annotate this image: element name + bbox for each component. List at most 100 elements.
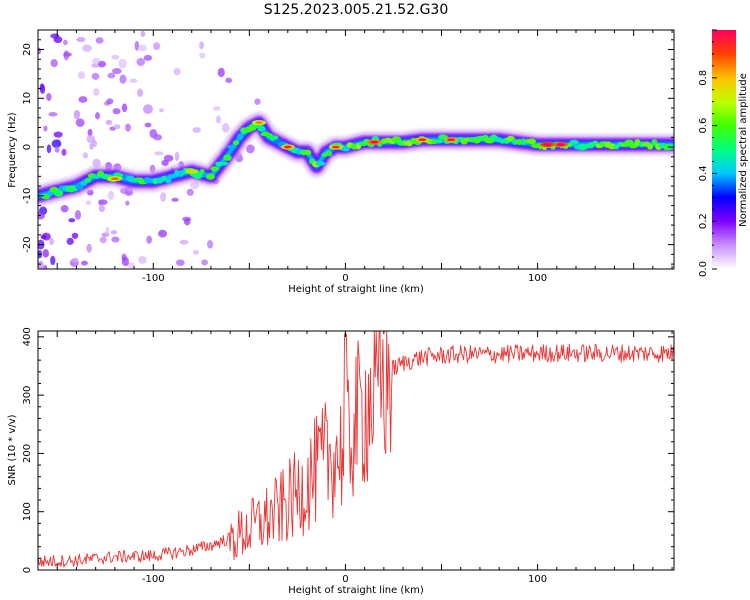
snr-y-tick-label: 0 <box>22 567 33 573</box>
spectrogram-ridge-blob <box>53 189 64 197</box>
spectrogram-noise-blob <box>107 72 116 79</box>
spectrogram-ridge-blob <box>651 139 658 146</box>
spectrogram-ridge-blob <box>520 138 526 146</box>
spectrogram-noise-blob <box>95 37 104 44</box>
spectrogram-noise-blob <box>179 239 189 245</box>
spectrogram-noise-blob <box>46 144 52 154</box>
spectrogram-noise-blob <box>174 151 180 162</box>
snr-y-tick-label: 400 <box>22 327 33 346</box>
colorbar-tick-label: 0.4 <box>698 165 709 181</box>
spectrogram-ridge-blob <box>434 139 443 144</box>
spectrogram-y-tick-label: -10 <box>22 188 33 204</box>
spectrogram-noise-blob <box>213 106 221 112</box>
spectrogram-peak-core <box>543 143 552 147</box>
spectrogram-ridge-blob <box>315 161 326 166</box>
spectrogram-noise-blob <box>121 256 130 267</box>
spectrogram-noise-blob <box>66 237 74 245</box>
spectrogram-noise-blob <box>86 134 96 144</box>
spectrogram-noise-blob <box>111 68 122 75</box>
spectrogram-ridge-blob <box>438 134 448 140</box>
snr-y-tick-label: 300 <box>22 386 33 405</box>
spectrogram-noise-blob <box>98 205 106 213</box>
spectrogram-ridge-blob <box>226 144 237 150</box>
spectrogram-noise-blob <box>43 264 48 269</box>
spectrogram-noise-blob <box>49 238 54 246</box>
spectrogram-noise-blob <box>68 218 76 223</box>
colorbar-tick-label: 0.6 <box>698 118 709 134</box>
spectrogram-noise-blob <box>78 96 88 103</box>
spectrogram-ridge-blob <box>647 144 654 150</box>
spectrogram-ridge-blob <box>174 169 180 176</box>
spectrogram-peak-core <box>447 138 456 142</box>
spectrogram-noise-blob <box>183 218 191 226</box>
spectrogram-noise-blob <box>192 127 201 133</box>
spectrogram-noise-blob <box>38 211 46 220</box>
figure-title: S125.2023.005.21.52.G30 <box>264 2 449 18</box>
spectrogram-ridge-blob <box>206 173 215 180</box>
spectrogram-noise-blob <box>61 148 67 156</box>
snr-panel: -100 0 100 0 100 200 300 400 Height of straight… <box>7 327 675 596</box>
spectrogram-noise-blob <box>99 236 107 244</box>
spectrogram-noise-blob <box>85 200 91 206</box>
spectrogram-noise-blob <box>63 52 72 57</box>
colorbar-tick-label: 0.0 <box>698 261 709 277</box>
colorbar-scale <box>712 30 736 269</box>
spectrogram-noise-blob <box>73 109 81 120</box>
spectrogram-peak-core <box>283 145 292 149</box>
spectrogram-noise-blob <box>75 118 85 127</box>
spectrogram-peak-core <box>187 170 196 173</box>
spectrogram-noise-blob <box>225 77 233 84</box>
spectrogram-noise-blob <box>254 98 261 105</box>
spectrogram-ridge-blob <box>223 154 232 161</box>
spectrogram-frame <box>37 29 675 270</box>
snr-y-tick-label: 100 <box>22 502 33 521</box>
snr-frame <box>37 330 675 571</box>
spectrogram-y-tick-label: 20 <box>22 43 33 56</box>
spectrogram-noise-blob <box>136 58 146 66</box>
spectrogram-noise-blob <box>134 40 140 51</box>
spectrogram-x-tick-label: 0 <box>342 273 348 284</box>
snr-series-line <box>38 331 674 568</box>
spectrogram-noise-blob <box>110 230 118 235</box>
spectrogram-ridge-blob <box>232 140 240 146</box>
spectrogram-noise-blob <box>91 57 101 65</box>
spectrogram-noise-blob <box>138 255 147 264</box>
spectrogram-peak-core <box>556 143 565 147</box>
spectrogram-peak-core <box>418 138 427 142</box>
spectrogram-noise-blob <box>77 71 86 80</box>
colorbar-tick-label: 0.2 <box>698 213 709 229</box>
snr-x-axis-label: Height of straight line (km) <box>288 585 424 596</box>
spectrogram-ridge-blob <box>165 176 172 184</box>
spectrogram-noise-blob <box>154 151 164 156</box>
spectrogram-ridge-blob <box>199 169 205 174</box>
spectrogram-x-tick-label: -100 <box>142 273 165 284</box>
spectrogram-noise-blob <box>93 88 100 96</box>
spectrogram-noise-blob <box>98 199 108 206</box>
spectrogram-noise-blob <box>54 146 60 153</box>
spectrogram-peak-core <box>254 121 263 125</box>
spectrogram-noise-blob <box>48 112 58 117</box>
spectrogram-y-tick-label: 10 <box>22 92 33 105</box>
spectrogram-ridge-blob <box>237 133 244 141</box>
spectrogram-noise-blob <box>125 200 130 206</box>
spectrogram-noise-blob <box>201 259 208 266</box>
spectrogram-y-axis-label: Frequency (Hz) <box>7 112 18 188</box>
spectrogram-noise-blob <box>74 210 82 220</box>
spectrogram-ridge-blob <box>257 125 266 132</box>
spectrogram-noise-blob <box>76 37 86 43</box>
spectrogram-noise-blob <box>158 229 168 238</box>
spectrogram-noise-blob <box>87 128 93 137</box>
snr-x-tick-label: 0 <box>342 574 348 585</box>
spectrogram-noise-blob <box>129 78 138 83</box>
spectrogram-ridge-blob <box>46 190 53 197</box>
spectrogram-ridge-blob <box>84 177 92 183</box>
spectrogram-noise-blob <box>137 88 144 98</box>
colorbar: 0.0 0.2 0.4 0.6 0.8 Normalized spectral ampl… <box>698 29 749 277</box>
spectrogram-noise-blob <box>71 257 79 263</box>
spectrogram-noise-blob <box>199 52 206 59</box>
spectrogram-noise-blob <box>246 144 255 154</box>
spectrogram-noise-blob <box>51 139 62 149</box>
spectrogram-ridge-blob <box>304 149 312 156</box>
spectrogram-noise-blob <box>118 58 127 69</box>
